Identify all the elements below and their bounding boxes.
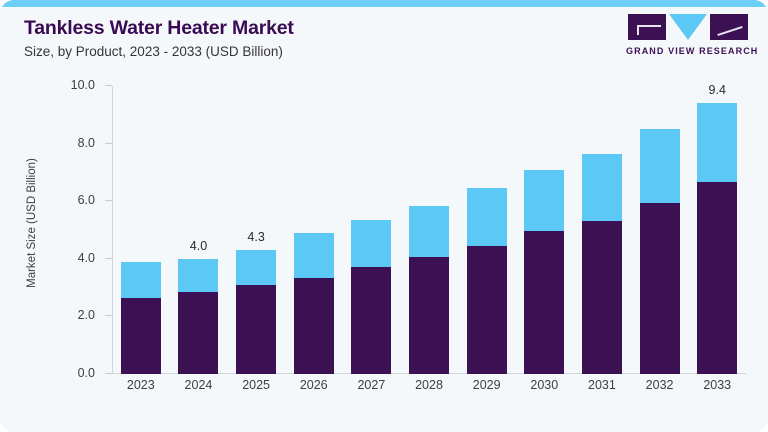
bar-column[interactable] <box>343 86 401 374</box>
bar-column[interactable]: 4.3 <box>227 86 285 374</box>
bar-column[interactable] <box>631 86 689 374</box>
stacked-bar[interactable] <box>524 169 565 374</box>
x-axis-labels: 2023 2024 2025 2026 2027 2028 2029 2030 2031 2032… <box>112 378 746 392</box>
stacked-bar[interactable] <box>466 188 507 374</box>
x-axis-tick-label: 2027 <box>357 378 386 392</box>
stacked-bar[interactable] <box>409 205 450 374</box>
bar-value-label: 9.4 <box>708 83 726 98</box>
x-axis-tick-label: 2024 <box>184 378 213 392</box>
y-axis-tick: 0.0 <box>78 366 112 380</box>
bar-column[interactable] <box>400 86 458 374</box>
y-axis-tick: 8.0 <box>78 136 112 150</box>
y-axis-tick-label: 10.0 <box>70 78 95 92</box>
y-axis-tick-label: 6.0 <box>77 193 95 208</box>
y-axis-tick-label: 8.0 <box>77 135 95 150</box>
x-axis-tick-label: 2025 <box>242 378 270 392</box>
bar-column[interactable] <box>573 86 631 374</box>
bar-segment-electric[interactable] <box>639 202 680 374</box>
x-axis-tick-label: 2032 <box>645 378 674 392</box>
y-axis-tick: 4.0 <box>78 251 112 265</box>
bar-column[interactable] <box>515 86 573 374</box>
bar-column[interactable]: 4.0 <box>170 86 228 374</box>
bar-segment-electric[interactable] <box>581 221 622 374</box>
page-title: Tankless Water Heater Market <box>24 17 294 39</box>
bar-segment-gas[interactable] <box>120 261 161 298</box>
logo-marks <box>626 14 750 42</box>
plot-canvas: 0.0 2.0 4.0 6.0 8.0 10.0 4.0 4.3 9.4 <box>71 78 746 380</box>
stacked-bar[interactable] <box>697 103 738 374</box>
bar-value-label: 4.3 <box>247 230 265 245</box>
bar-column[interactable] <box>112 86 170 374</box>
stacked-bar[interactable] <box>236 250 277 374</box>
stacked-bar[interactable] <box>120 261 161 374</box>
x-axis-tick-label: 2026 <box>299 378 328 392</box>
stacked-bar[interactable] <box>293 232 334 374</box>
bar-segment-electric[interactable] <box>409 257 450 374</box>
brand-logo: GRAND VIEW RESEARCH <box>626 14 759 56</box>
y-axis-title: Market Size (USD Billion) <box>26 158 38 288</box>
bar-segment-gas[interactable] <box>236 250 277 285</box>
x-axis-tick-label: 2030 <box>530 378 559 392</box>
bar-column[interactable] <box>458 86 516 374</box>
bar-segment-electric[interactable] <box>466 245 507 374</box>
y-axis-line <box>112 86 113 374</box>
bar-value-label: 4.0 <box>189 238 208 253</box>
y-axis-tick: 2.0 <box>78 308 112 322</box>
x-axis-tick-label: 2031 <box>588 378 616 392</box>
bar-segment-gas[interactable] <box>581 153 622 222</box>
bar-segment-gas[interactable] <box>524 169 565 232</box>
logo-r-icon <box>710 14 748 40</box>
x-axis-tick-label: 2028 <box>415 378 443 392</box>
bar-segment-electric[interactable] <box>524 231 565 374</box>
bar-segment-electric[interactable] <box>697 182 738 374</box>
x-axis-tick-label: 2023 <box>126 378 155 392</box>
top-accent-bar <box>0 0 768 7</box>
bar-group: 4.0 4.3 9.4 <box>112 83 746 374</box>
bar-segment-gas[interactable] <box>351 219 392 268</box>
y-axis-tick: 6.0 <box>78 193 112 207</box>
bar-segment-electric[interactable] <box>120 297 161 374</box>
bar-segment-gas[interactable] <box>697 103 738 183</box>
bar-segment-gas[interactable] <box>466 188 507 246</box>
y-axis-tick-label: 2.0 <box>77 308 95 323</box>
bar-segment-gas[interactable] <box>178 258 219 292</box>
bar-segment-electric[interactable] <box>178 291 219 374</box>
bar-segment-gas[interactable] <box>293 232 334 278</box>
logo-v-icon <box>669 14 707 40</box>
bar-column[interactable] <box>285 86 343 374</box>
stacked-bar[interactable] <box>639 129 680 374</box>
bar-segment-electric[interactable] <box>351 267 392 374</box>
logo-text: GRAND VIEW RESEARCH <box>626 46 759 56</box>
y-axis-tick-label: 4.0 <box>77 250 95 265</box>
chart-subtitle: Size, by Product, 2023 - 2033 (USD Billi… <box>24 44 283 59</box>
x-axis-tick-label: 2033 <box>703 378 732 392</box>
bar-segment-gas[interactable] <box>409 205 450 258</box>
y-axis-tick: 10.0 <box>71 78 112 92</box>
plot-area: Market Size (USD Billion) 0.0 2.0 4.0 6.0 8.… <box>0 72 768 402</box>
x-axis-tick-label: 2029 <box>472 378 501 392</box>
bar-segment-gas[interactable] <box>639 129 680 203</box>
logo-g-icon <box>628 14 666 40</box>
y-axis-tick-label: 0.0 <box>77 366 95 380</box>
bar-column[interactable]: 9.4 <box>688 83 746 374</box>
stacked-bar[interactable] <box>581 153 622 374</box>
bar-segment-electric[interactable] <box>293 277 334 374</box>
chart-header: Tankless Water Heater Market Size, by Pr… <box>24 16 584 61</box>
bar-segment-electric[interactable] <box>236 284 277 374</box>
stacked-bar[interactable] <box>351 219 392 374</box>
stacked-bar[interactable] <box>178 258 219 374</box>
